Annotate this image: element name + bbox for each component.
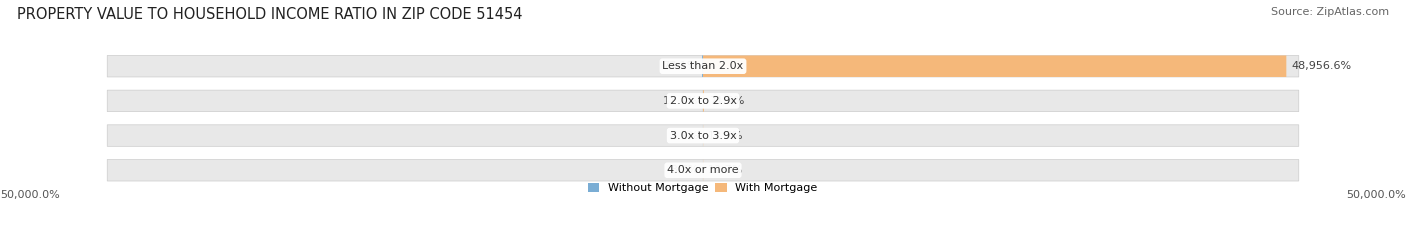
FancyBboxPatch shape xyxy=(703,55,1286,77)
Text: 71.5%: 71.5% xyxy=(709,96,744,106)
FancyBboxPatch shape xyxy=(107,55,1299,77)
Text: 5.9%: 5.9% xyxy=(669,130,699,140)
Text: Source: ZipAtlas.com: Source: ZipAtlas.com xyxy=(1271,7,1389,17)
Text: 4.0x or more: 4.0x or more xyxy=(668,165,738,175)
Text: 12.7%: 12.7% xyxy=(707,130,744,140)
Text: 50,000.0%: 50,000.0% xyxy=(0,190,59,200)
FancyBboxPatch shape xyxy=(107,160,1299,181)
Text: 3.7%: 3.7% xyxy=(669,165,699,175)
FancyBboxPatch shape xyxy=(107,90,1299,112)
Text: Less than 2.0x: Less than 2.0x xyxy=(662,61,744,71)
Text: 12.7%: 12.7% xyxy=(707,165,744,175)
FancyBboxPatch shape xyxy=(107,125,1299,146)
Text: 50,000.0%: 50,000.0% xyxy=(1347,190,1406,200)
Text: 48,956.6%: 48,956.6% xyxy=(1291,61,1351,71)
Text: 2.0x to 2.9x: 2.0x to 2.9x xyxy=(669,96,737,106)
Legend: Without Mortgage, With Mortgage: Without Mortgage, With Mortgage xyxy=(588,183,818,193)
Text: 3.0x to 3.9x: 3.0x to 3.9x xyxy=(669,130,737,140)
Text: PROPERTY VALUE TO HOUSEHOLD INCOME RATIO IN ZIP CODE 51454: PROPERTY VALUE TO HOUSEHOLD INCOME RATIO… xyxy=(17,7,523,22)
Text: 77.1%: 77.1% xyxy=(662,61,697,71)
Text: 11.7%: 11.7% xyxy=(662,96,699,106)
